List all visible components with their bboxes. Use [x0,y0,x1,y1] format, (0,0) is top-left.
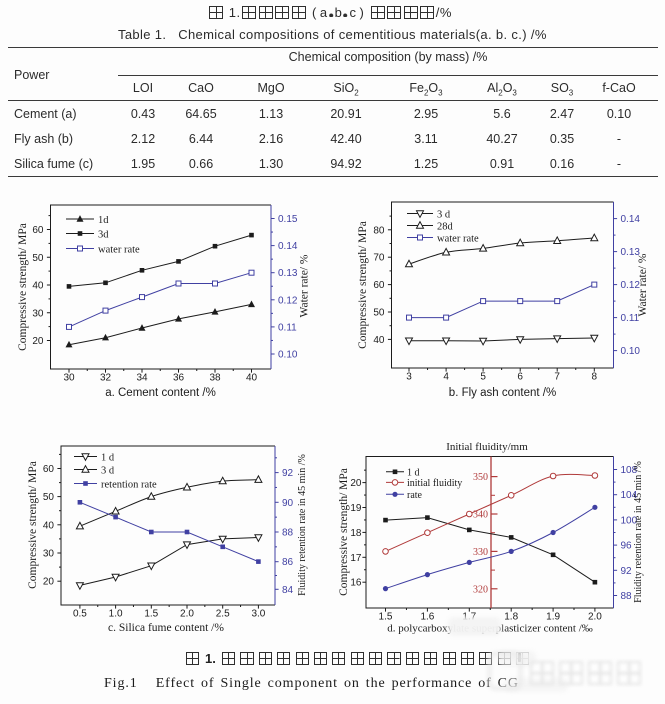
svg-text:1d: 1d [98,215,109,226]
svg-text:Compressive strength/ MPa: Compressive strength/ MPa [338,468,350,596]
svg-text:0.14: 0.14 [278,241,298,252]
svg-text:Compressive strength/ MPa: Compressive strength/ MPa [17,223,29,351]
svg-text:30: 30 [32,308,44,319]
svg-text:3: 3 [406,372,412,383]
svg-text:30: 30 [63,373,75,384]
svg-text:30: 30 [43,549,55,560]
svg-text:water rate: water rate [437,234,479,245]
svg-text:b. Fly ash content /%: b. Fly ash content /% [449,387,556,399]
svg-text:Initial fluidity/mm: Initial fluidity/mm [446,441,528,453]
svg-text:350: 350 [473,472,488,483]
svg-text:1.5: 1.5 [144,609,158,620]
svg-text:0.13: 0.13 [621,247,641,258]
svg-text:a. Cement content /%: a. Cement content /% [105,387,216,399]
svg-text:330: 330 [473,547,488,558]
svg-text:38: 38 [209,373,221,384]
svg-text:Fluidity retention rate in 45: Fluidity retention rate in 45 min /% [297,454,308,596]
svg-text:92: 92 [282,468,294,479]
svg-text:2.0: 2.0 [180,609,194,620]
svg-text:Compressive strength/ MPa: Compressive strength/ MPa [27,461,39,589]
svg-text:80: 80 [373,225,385,236]
svg-text:2.5: 2.5 [216,609,230,620]
svg-text:1.8: 1.8 [504,612,518,623]
svg-text:16: 16 [350,578,362,589]
svg-text:100: 100 [621,515,638,526]
svg-text:20: 20 [32,336,44,347]
svg-text:1.0: 1.0 [109,609,123,620]
svg-text:50: 50 [32,253,44,264]
svg-text:60: 60 [373,280,385,291]
svg-text:3d: 3d [98,230,109,241]
svg-text:108: 108 [621,465,638,476]
svg-text:0.12: 0.12 [278,295,298,306]
svg-text:initial fluidity: initial fluidity [407,478,462,489]
svg-text:28d: 28d [437,222,454,233]
svg-text:18: 18 [350,528,362,539]
svg-text:84: 84 [282,585,294,596]
svg-text:340: 340 [473,510,488,521]
svg-text:1 d: 1 d [101,453,115,464]
svg-text:40: 40 [373,335,385,346]
svg-text:0.10: 0.10 [621,346,641,357]
svg-text:3.0: 3.0 [251,609,265,620]
svg-text:water rate: water rate [98,245,140,256]
svg-text:90: 90 [282,498,294,509]
svg-text:1.6: 1.6 [420,612,434,623]
svg-text:88: 88 [282,528,294,539]
svg-text:0.14: 0.14 [621,214,641,225]
svg-text:0.15: 0.15 [278,214,298,225]
svg-text:1.5: 1.5 [379,612,393,623]
svg-text:32: 32 [100,373,112,384]
svg-text:60: 60 [32,225,44,236]
svg-text:7: 7 [554,372,560,383]
svg-text:2.0: 2.0 [588,612,602,623]
svg-text:4: 4 [443,372,449,383]
svg-text:96: 96 [621,541,633,552]
svg-text:Compressive strength/ MPa: Compressive strength/ MPa [357,221,369,349]
svg-text:88: 88 [621,591,633,602]
svg-text:50: 50 [43,492,55,503]
svg-text:19: 19 [350,503,362,514]
svg-text:rate: rate [407,490,423,501]
svg-text:c. Silica fume content /%: c. Silica fume content /% [108,622,224,634]
svg-text:Water rate/ %: Water rate/ % [637,253,649,316]
svg-text:1 d: 1 d [407,467,420,478]
svg-text:92: 92 [621,566,633,577]
svg-text:8: 8 [592,372,598,383]
svg-text:34: 34 [136,373,148,384]
svg-text:retention rate: retention rate [101,480,157,491]
svg-text:0.13: 0.13 [278,268,298,279]
svg-text:20: 20 [350,478,362,489]
svg-text:0.10: 0.10 [278,350,298,361]
svg-text:20: 20 [43,577,55,588]
svg-text:36: 36 [173,373,185,384]
svg-text:0.12: 0.12 [621,280,641,291]
svg-text:86: 86 [282,557,294,568]
svg-text:0.11: 0.11 [621,313,640,324]
svg-text:Fluidity retention rate in 45: Fluidity retention rate in 45 min /% [633,461,644,603]
svg-text:3 d: 3 d [437,210,451,221]
svg-text:50: 50 [373,308,385,319]
svg-text:104: 104 [621,490,638,501]
svg-text:320: 320 [473,584,488,595]
svg-text:70: 70 [373,253,385,264]
svg-text:Water rate/ %: Water rate/ % [299,254,311,317]
svg-text:40: 40 [43,520,55,531]
svg-text:0.11: 0.11 [278,322,297,333]
svg-text:0.5: 0.5 [73,609,87,620]
svg-text:17: 17 [350,553,362,564]
svg-text:5: 5 [480,372,486,383]
svg-text:40: 40 [246,373,258,384]
svg-text:6: 6 [517,372,523,383]
svg-text:1.9: 1.9 [546,612,560,623]
svg-text:40: 40 [32,281,44,292]
svg-text:3 d: 3 d [101,466,115,477]
svg-text:60: 60 [43,464,55,475]
